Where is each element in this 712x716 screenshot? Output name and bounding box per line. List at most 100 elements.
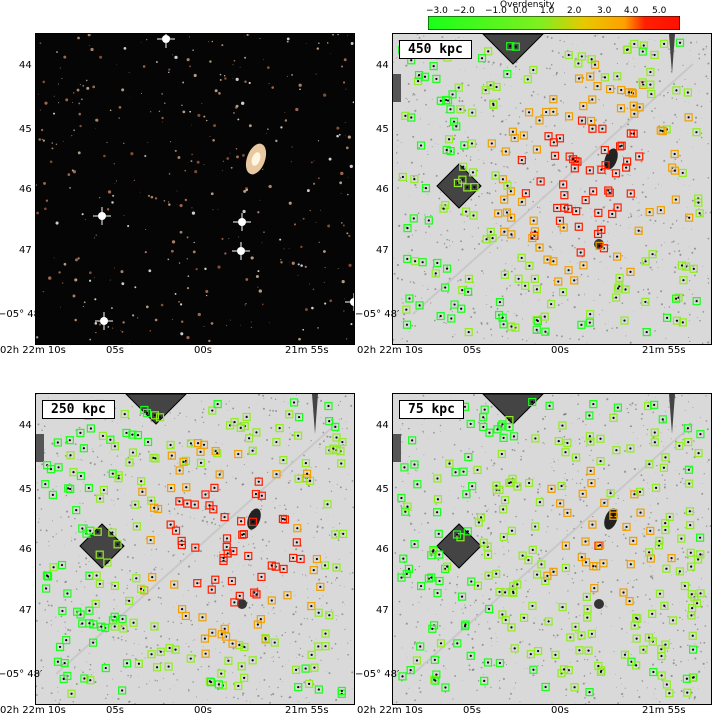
faint-source xyxy=(204,468,205,469)
faint-source xyxy=(316,531,318,533)
galaxy-marker-dot xyxy=(447,99,449,101)
faint-source xyxy=(679,617,681,619)
galaxy xyxy=(40,110,41,111)
faint-source xyxy=(564,72,565,73)
faint-source xyxy=(678,311,680,313)
faint-source xyxy=(298,701,299,702)
galaxy xyxy=(192,49,193,50)
faint-source xyxy=(691,482,692,483)
galaxy-marker-dot xyxy=(50,468,52,470)
galaxy xyxy=(194,170,197,173)
faint-source xyxy=(165,487,166,488)
galaxy-marker-dot xyxy=(491,142,493,144)
faint-source xyxy=(438,198,440,200)
faint-source xyxy=(75,443,77,445)
galaxy-marker-dot xyxy=(515,46,517,48)
faint-source xyxy=(670,531,671,532)
galaxy xyxy=(43,291,44,292)
faint-source xyxy=(558,464,559,465)
faint-source xyxy=(519,69,520,70)
faint-source xyxy=(421,297,422,298)
faint-source xyxy=(352,506,354,508)
faint-source xyxy=(560,100,562,102)
faint-source xyxy=(605,605,606,606)
faint-source xyxy=(463,613,464,614)
faint-source xyxy=(44,449,45,450)
faint-source xyxy=(648,635,649,636)
galaxy xyxy=(89,271,92,274)
faint-source xyxy=(408,101,410,103)
faint-source xyxy=(329,436,331,438)
galaxy xyxy=(240,325,241,326)
galaxy-marker-dot xyxy=(417,80,419,82)
faint-source xyxy=(618,498,620,500)
faint-source xyxy=(661,621,662,622)
faint-source xyxy=(514,268,515,269)
faint-source xyxy=(285,508,287,510)
faint-source xyxy=(707,276,708,277)
faint-source xyxy=(414,184,416,186)
faint-source xyxy=(577,603,579,605)
galaxy xyxy=(181,321,183,323)
faint-source xyxy=(298,519,300,521)
faint-source xyxy=(638,469,639,470)
faint-source xyxy=(248,564,249,565)
faint-source xyxy=(574,306,576,308)
galaxy xyxy=(236,78,239,81)
faint-source xyxy=(325,576,327,578)
faint-source xyxy=(644,557,645,558)
galaxy xyxy=(172,319,173,320)
galaxy-marker-dot xyxy=(434,659,436,661)
faint-source xyxy=(237,516,238,517)
galaxy xyxy=(185,199,187,201)
faint-source xyxy=(318,579,320,581)
faint-source xyxy=(295,641,297,643)
faint-source xyxy=(208,666,210,668)
faint-source xyxy=(627,408,628,409)
galaxy xyxy=(249,82,251,84)
galaxy xyxy=(140,192,141,193)
faint-source xyxy=(127,573,128,574)
galaxy xyxy=(305,266,307,268)
galaxy-marker-dot xyxy=(540,563,542,565)
faint-source xyxy=(570,671,571,672)
faint-source xyxy=(701,493,703,495)
faint-source xyxy=(662,622,664,624)
faint-source xyxy=(650,219,652,221)
faint-source xyxy=(505,263,506,264)
galaxy-marker-dot xyxy=(581,556,583,558)
faint-source xyxy=(318,525,319,526)
faint-source xyxy=(708,282,709,283)
faint-source xyxy=(584,242,585,243)
faint-source xyxy=(76,588,77,589)
galaxy-marker-dot xyxy=(699,592,701,594)
faint-source xyxy=(552,395,554,397)
galaxy xyxy=(73,92,74,93)
galaxy-marker-dot xyxy=(653,54,655,56)
galaxy xyxy=(187,236,189,238)
faint-source xyxy=(497,641,498,642)
galaxy-marker-dot xyxy=(630,563,632,565)
faint-source xyxy=(578,339,580,341)
faint-source xyxy=(693,687,694,688)
y-tick-label: 47 xyxy=(376,245,389,256)
faint-source xyxy=(703,601,704,602)
faint-source xyxy=(688,258,689,259)
galaxy-marker-dot xyxy=(523,617,525,619)
galaxy xyxy=(83,306,84,307)
faint-source xyxy=(628,412,630,414)
galaxy-marker-dot xyxy=(67,487,69,489)
faint-source xyxy=(673,83,675,85)
faint-source xyxy=(617,495,618,496)
faint-source xyxy=(291,434,293,436)
faint-source xyxy=(199,582,200,583)
galaxy-marker-dot xyxy=(682,321,684,323)
faint-source xyxy=(465,205,466,206)
faint-source xyxy=(464,167,466,169)
faint-source xyxy=(428,124,429,125)
galaxy xyxy=(339,181,342,184)
galaxy-marker-dot xyxy=(454,471,456,473)
faint-source xyxy=(599,314,600,315)
faint-source xyxy=(430,530,431,531)
galaxy-marker-dot xyxy=(505,150,507,152)
